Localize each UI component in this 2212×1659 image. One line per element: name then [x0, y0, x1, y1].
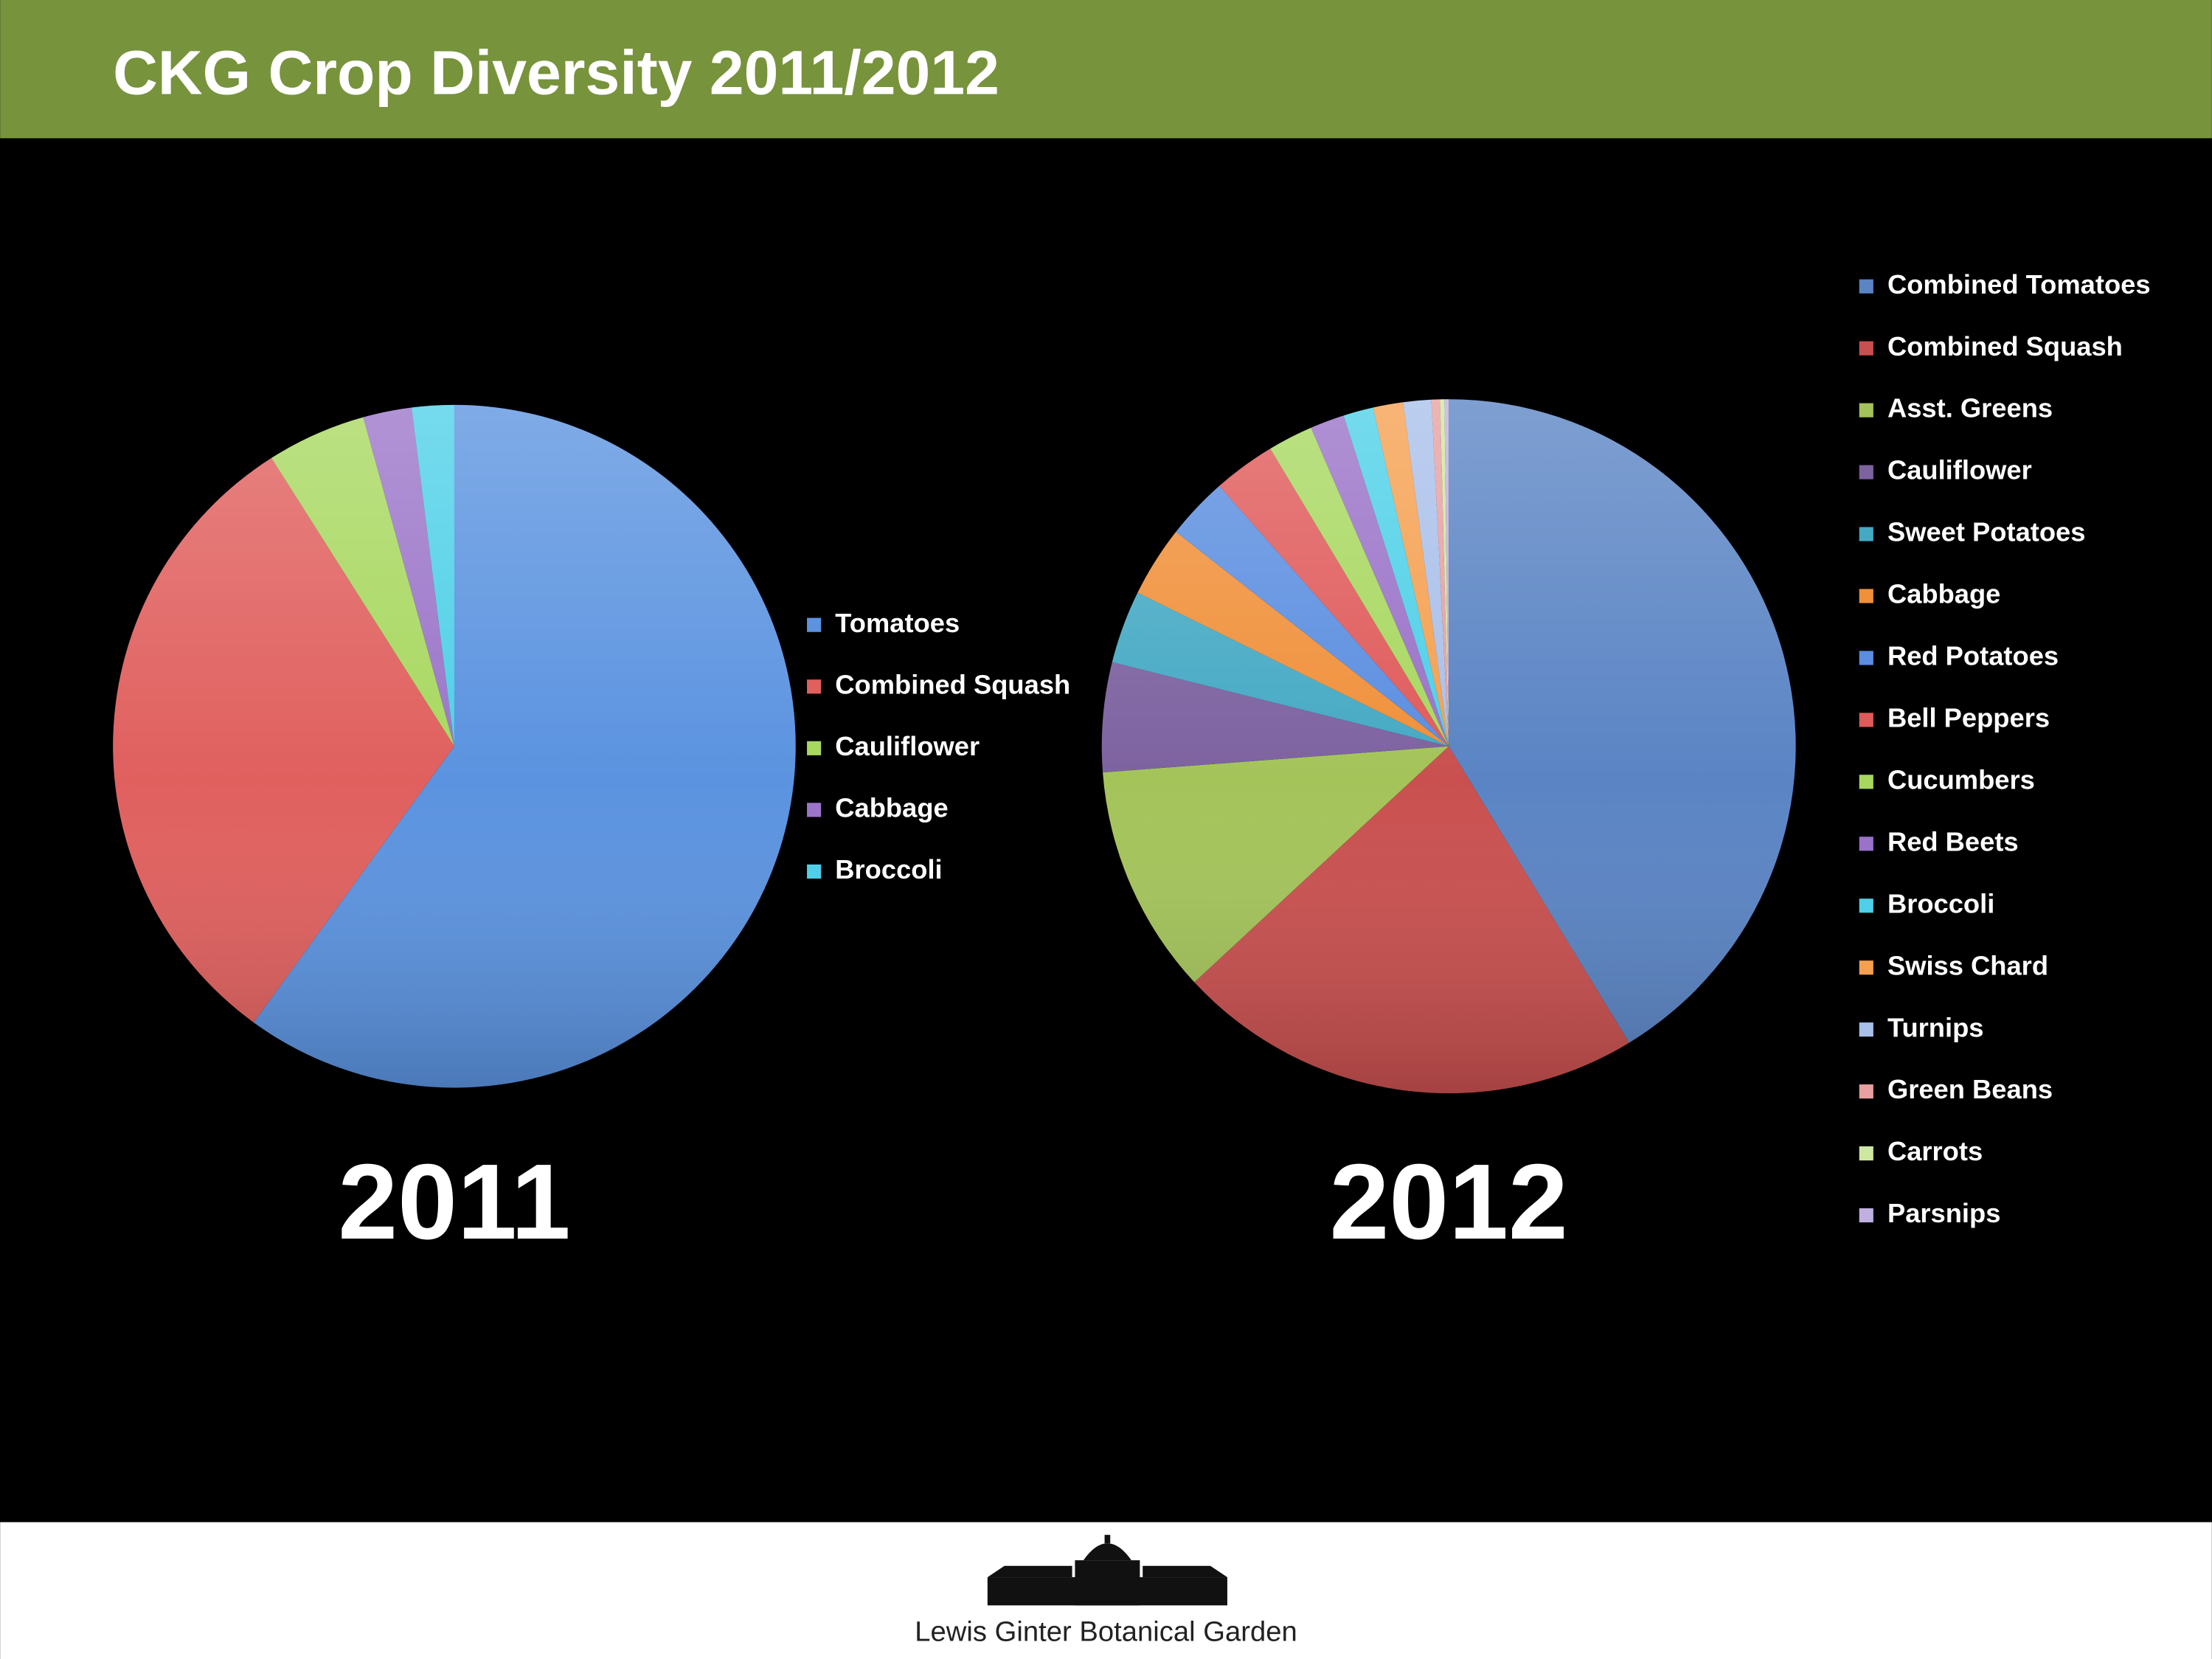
legend-label: Combined Tomatoes: [1887, 269, 2151, 299]
legend-label: Green Beans: [1887, 1074, 2053, 1104]
legend-label: Cauliflower: [1887, 455, 2032, 485]
legend-swatch: [807, 617, 822, 632]
legend-label: Parsnips: [1887, 1198, 2000, 1228]
legend-swatch: [1859, 713, 1873, 727]
legend-swatch: [807, 803, 822, 817]
legend-label: Cauliflower: [835, 731, 980, 761]
legend-swatch: [1859, 960, 1873, 975]
legend-label: Tomatoes: [835, 608, 960, 638]
chart-title: 2012: [1330, 1141, 1568, 1261]
legend-label: Combined Squash: [835, 669, 1070, 699]
legend-swatch: [1859, 465, 1873, 479]
legend-label: Cucumbers: [1887, 764, 2035, 794]
legend-label: Asst. Greens: [1887, 393, 2053, 423]
legend-swatch: [807, 741, 822, 755]
legend-label: Combined Squash: [1887, 331, 2123, 361]
legend-swatch: [1859, 403, 1873, 418]
slide-title: CKG Crop Diversity 2011/2012: [113, 38, 999, 107]
legend-label: Swiss Chard: [1887, 950, 2048, 980]
legend-swatch: [1859, 1146, 1873, 1161]
header-band: [0, 0, 2212, 139]
legend-swatch: [1859, 279, 1873, 294]
logo-building: [987, 1534, 1227, 1606]
legend-swatch: [1859, 1208, 1873, 1223]
legend-label: Carrots: [1887, 1136, 1983, 1166]
legend-label: Cabbage: [835, 793, 948, 823]
legend-label: Bell Peppers: [1887, 702, 2050, 732]
legend-label: Red Potatoes: [1887, 641, 2059, 671]
legend-label: Broccoli: [1887, 888, 1994, 918]
legend-label: Red Beets: [1887, 826, 2019, 856]
legend-swatch: [1859, 527, 1873, 541]
legend-label: Sweet Potatoes: [1887, 517, 2086, 547]
legend-swatch: [1859, 1022, 1873, 1037]
legend-swatch: [1859, 837, 1873, 851]
legend-swatch: [807, 864, 822, 879]
logo-text: Lewis Ginter Botanical Garden: [915, 1616, 1297, 1648]
legend-swatch: [1859, 1084, 1873, 1099]
legend-swatch: [1859, 589, 1873, 603]
legend-swatch: [1859, 775, 1873, 789]
legend-label: Broccoli: [835, 854, 942, 884]
legend-label: Cabbage: [1887, 579, 2000, 609]
legend-swatch: [807, 679, 822, 694]
legend-swatch: [1859, 651, 1873, 665]
chart-title: 2011: [338, 1141, 570, 1261]
legend-swatch: [1859, 341, 1873, 356]
legend-swatch: [1859, 898, 1873, 913]
legend-label: Turnips: [1887, 1012, 1984, 1042]
